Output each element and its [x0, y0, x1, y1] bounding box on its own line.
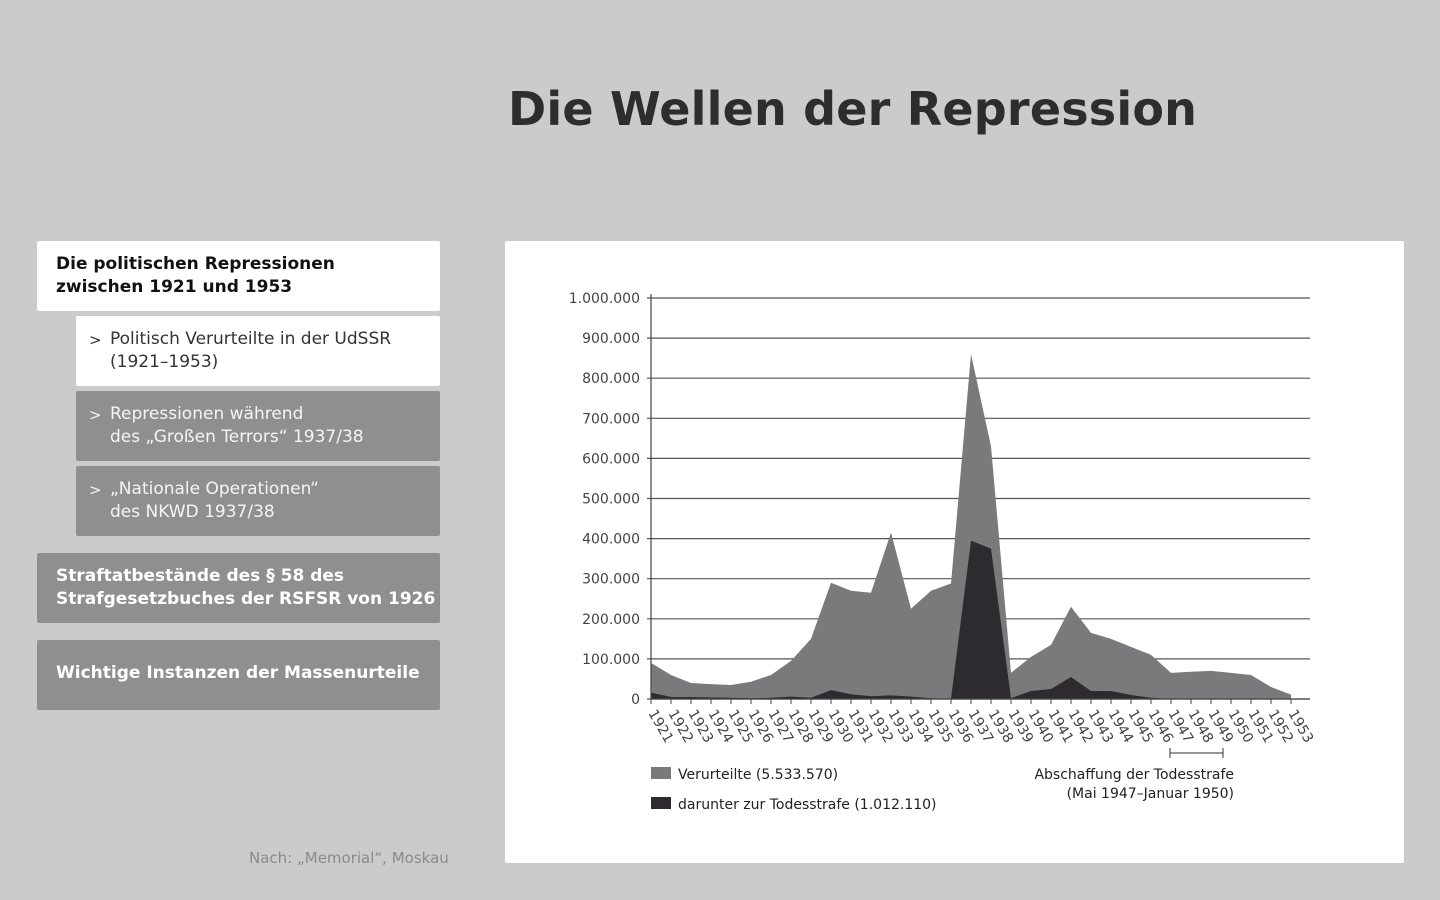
nav-item-label-line1: Straftatbestände des § 58 des	[56, 566, 345, 586]
y-tick-label: 300.000	[582, 572, 640, 588]
area-chart: 0 100.000 200.000 300.000 400.000 500.000 600.…	[569, 291, 1316, 813]
nav-subitem-nationale-operationen[interactable]: > „Nationale Operationen“ des NKWD 1937/…	[76, 466, 440, 536]
legend-label: darunter zur Todesstrafe (1.012.110)	[678, 797, 937, 813]
series-area-verurteilte	[651, 354, 1291, 699]
nav-item-politische-repressionen[interactable]: Die politischen Repressionen zwischen 19…	[37, 241, 440, 311]
legend-label: Verurteilte (5.533.570)	[678, 767, 838, 783]
nav-item-label-line2: Strafgesetzbuches der RSFSR von 1926	[56, 589, 436, 609]
nav-item-straftatbestaende[interactable]: Straftatbestände des § 58 des Strafgeset…	[37, 553, 440, 623]
source-note: Nach: „Memorial“, Moskau	[249, 849, 449, 867]
y-tick-label: 800.000	[582, 371, 640, 387]
nav-item-label-line1: Die politischen Repressionen	[56, 254, 335, 274]
nav-item-label: Wichtige Instanzen der Massenurteile	[56, 663, 420, 683]
y-tick-label: 400.000	[582, 532, 640, 548]
chart-card: 0 100.000 200.000 300.000 400.000 500.000 600.…	[505, 241, 1404, 863]
nav-subitem-grosser-terror[interactable]: > Repressionen während des „Großen Terro…	[76, 391, 440, 461]
nav-subitem-politisch-verurteilte[interactable]: > Politisch Verurteilte in der UdSSR (19…	[76, 316, 440, 386]
y-tick-label: 200.000	[582, 612, 640, 628]
y-tick-label: 0	[631, 692, 640, 708]
series-area-todesstrafe	[651, 540, 1291, 699]
chevron-right-icon: >	[89, 406, 102, 424]
nav-subitem-label-line2: (1921–1953)	[110, 352, 219, 372]
nav-subitem-label-line1: „Nationale Operationen“	[110, 479, 319, 499]
nav-subitem-label-line2: des NKWD 1937/38	[110, 502, 275, 522]
y-tick-label: 100.000	[582, 652, 640, 668]
legend-swatch	[651, 767, 671, 779]
y-tick-label: 500.000	[582, 492, 640, 508]
page-title: Die Wellen der Repression	[508, 82, 1198, 136]
chevron-right-icon: >	[89, 331, 102, 349]
nav-subitem-label-line1: Politisch Verurteilte in der UdSSR	[110, 329, 392, 349]
nav-item-instanzen-massenurteile[interactable]: Wichtige Instanzen der Massenurteile	[37, 640, 440, 710]
y-tick-label: 700.000	[582, 411, 640, 427]
y-tick-label: 600.000	[582, 451, 640, 467]
nav-subitem-label-line2: des „Großen Terrors“ 1937/38	[110, 427, 364, 447]
chevron-right-icon: >	[89, 481, 102, 499]
y-tick-label: 1.000.000	[569, 291, 640, 307]
legend-swatch	[651, 797, 671, 809]
annotation-label-line2: (Mai 1947–Januar 1950)	[1067, 786, 1234, 802]
nav-subitem-label-line1: Repressionen während	[110, 404, 304, 424]
nav-item-label-line2: zwischen 1921 und 1953	[56, 277, 293, 297]
y-tick-label: 900.000	[582, 331, 640, 347]
annotation-label-line1: Abschaffung der Todesstrafe	[1034, 767, 1234, 783]
